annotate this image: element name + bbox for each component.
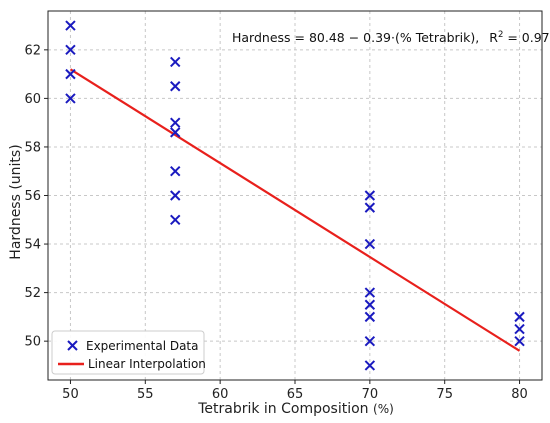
legend-box (51, 330, 205, 375)
data-point-x-marker (65, 20, 76, 31)
x-tick-label: 50 (62, 387, 79, 402)
data-point-x-marker (65, 44, 76, 56)
data-point-x-marker (170, 166, 181, 177)
data-point-x-marker (364, 360, 376, 371)
data-point-x-marker (364, 299, 376, 310)
legend-label-experimental: Experimental Data (86, 339, 199, 353)
y-tick-label: 56 (24, 189, 41, 204)
data-point-x-marker (364, 311, 376, 323)
data-point-x-marker (170, 56, 181, 68)
x-axis-title: Tetrabrik in Composition (%) (197, 401, 394, 417)
data-point-x-marker (364, 238, 376, 250)
x-tick-label: 75 (436, 387, 453, 402)
y-tick-label: 58 (24, 140, 41, 155)
x-axis-ticks: 50 55 60 65 70 75 80 (62, 380, 528, 402)
grid-lines (48, 11, 542, 380)
legend: Experimental Data Linear Interpolation (51, 330, 206, 375)
data-point-x-marker (514, 311, 525, 323)
linear-interpolation-line (69, 68, 521, 352)
y-tick-label: 60 (24, 92, 41, 107)
data-point-x-marker (170, 117, 181, 128)
linear-interpolation-series (69, 68, 521, 352)
data-point-x-marker (514, 335, 525, 347)
y-tick-label: 50 (24, 335, 41, 350)
experimental-data-series (65, 20, 525, 371)
y-tick-label: 54 (24, 238, 41, 253)
data-point-x-marker (364, 202, 376, 213)
data-point-x-marker (364, 287, 376, 298)
y-tick-label: 52 (24, 286, 41, 301)
x-tick-label: 65 (287, 387, 304, 402)
data-point-x-marker (65, 68, 76, 80)
equation-annotation: Hardness = 80.48 − 0.39·(% Tetrabrik), R2… (232, 30, 550, 45)
legend-marker-x-icon (67, 340, 78, 351)
data-point-x-marker (364, 190, 376, 201)
data-point-x-marker (170, 190, 181, 201)
data-point-x-marker (364, 335, 376, 347)
data-point-x-marker (65, 93, 76, 104)
x-tick-label: 80 (511, 387, 528, 402)
data-point-x-marker (170, 81, 181, 92)
y-axis-ticks: 50 52 54 56 58 60 62 (24, 43, 48, 350)
y-axis-title: Hardness (units) (8, 144, 24, 259)
x-tick-label: 60 (212, 387, 229, 402)
data-point-x-marker (170, 127, 181, 138)
x-tick-label: 70 (362, 387, 379, 402)
data-point-x-marker (514, 323, 525, 335)
plot-frame (47, 10, 543, 381)
data-point-x-marker (170, 214, 181, 225)
y-tick-label: 62 (24, 43, 41, 58)
x-tick-label: 55 (137, 387, 154, 402)
legend-label-linear: Linear Interpolation (88, 357, 206, 371)
